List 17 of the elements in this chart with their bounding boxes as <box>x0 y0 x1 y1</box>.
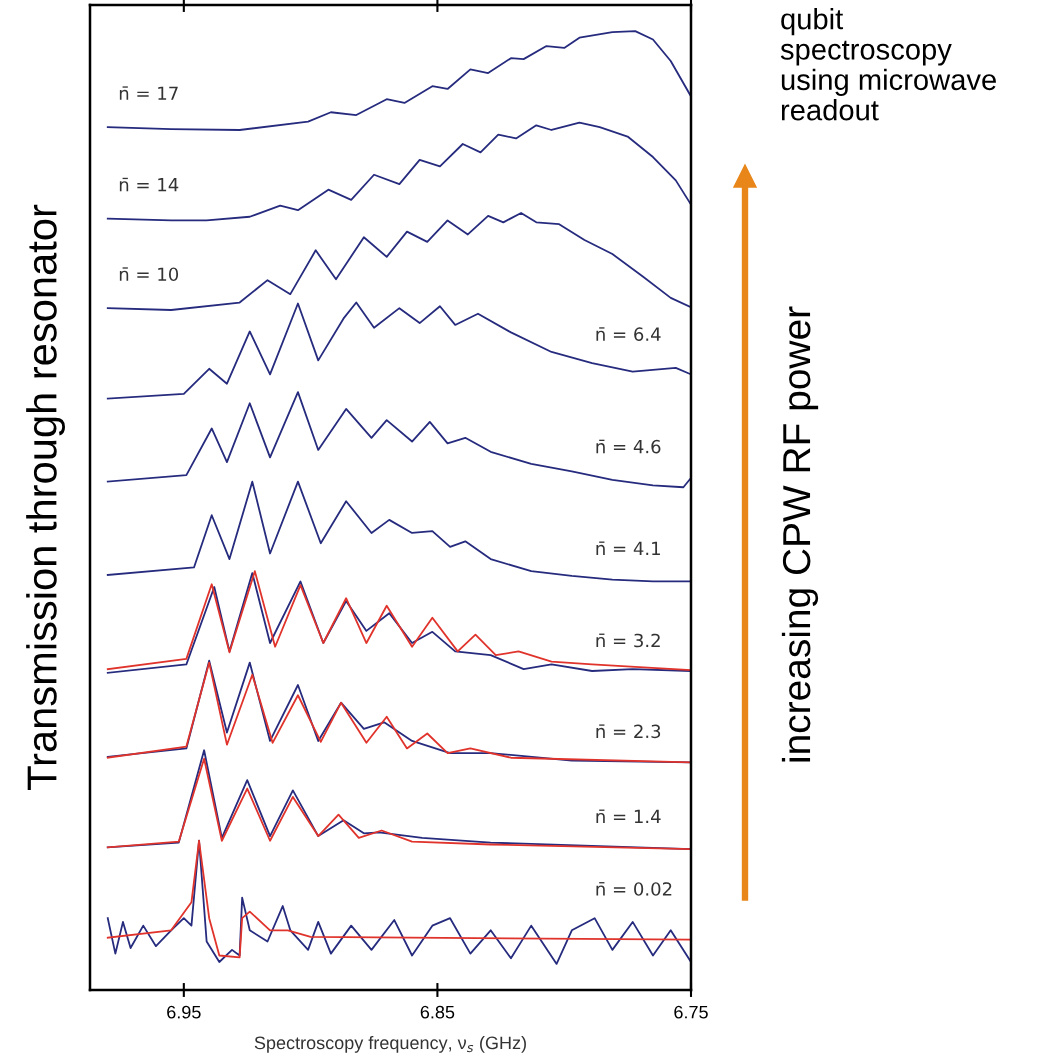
series-label: n̄ = 10 <box>119 267 179 282</box>
text: increasing CPW RF power <box>781 306 819 762</box>
series-label: n̄ = 6.4 <box>596 327 661 341</box>
y-axis-title: Transmission through resonator <box>26 204 65 790</box>
series-label: n̄ = 1.4 <box>596 809 661 824</box>
x-tick-label: 6.75 <box>674 1005 708 1019</box>
series-label: n̄ = 14 <box>119 177 179 192</box>
series-label: n̄ = 0.02 <box>596 882 672 896</box>
series-label: n̄ = 4.1 <box>596 541 660 555</box>
x-tick-label: 6.85 <box>420 1005 455 1019</box>
series-label: n̄ = 2.3 <box>596 724 661 739</box>
text: qubit spectroscopy using microwave readout <box>780 8 996 121</box>
series-label: n̄ = 4.6 <box>596 439 661 454</box>
series-label: n̄ = 17 <box>119 86 178 100</box>
x-axis-title: Spectroscopy frequency, ν$_{s}$ (GHz) <box>254 1036 526 1053</box>
x-tick-label: 6.95 <box>167 1005 201 1019</box>
series-label: n̄ = 3.2 <box>596 633 660 648</box>
